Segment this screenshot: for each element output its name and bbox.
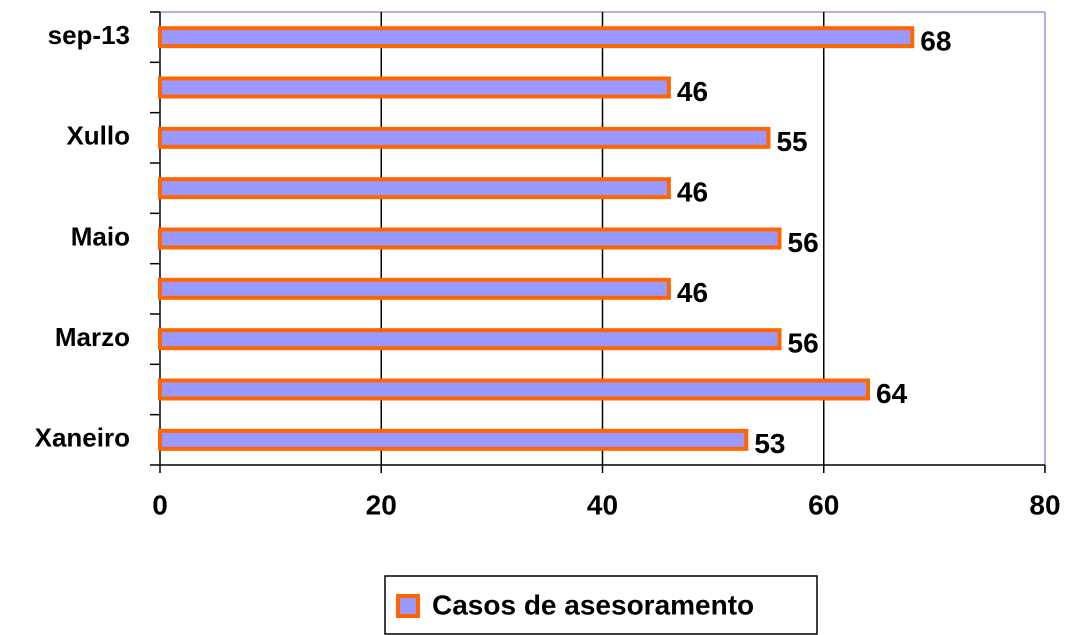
bar bbox=[158, 177, 671, 200]
y-tick-label: Xullo bbox=[66, 121, 130, 151]
y-tick-label: sep-13 bbox=[48, 20, 130, 50]
value-label: 55 bbox=[776, 126, 807, 157]
value-label: 46 bbox=[677, 177, 708, 208]
bar bbox=[158, 76, 671, 99]
bar bbox=[158, 227, 782, 250]
value-label: 68 bbox=[920, 26, 951, 57]
value-label: 56 bbox=[788, 328, 819, 359]
y-tick-label: Marzo bbox=[55, 322, 130, 352]
bar bbox=[158, 428, 749, 451]
x-tick-label: 0 bbox=[152, 489, 168, 520]
value-label: 53 bbox=[754, 428, 785, 459]
value-label: 56 bbox=[788, 227, 819, 258]
bar bbox=[158, 328, 782, 351]
y-tick-label: Maio bbox=[71, 221, 130, 251]
bar bbox=[158, 126, 771, 149]
bar bbox=[158, 378, 870, 401]
x-tick-label: 60 bbox=[808, 489, 839, 520]
x-tick-label: 40 bbox=[587, 489, 618, 520]
bar bbox=[158, 26, 915, 49]
bar bbox=[158, 277, 671, 300]
y-tick-label: Xaneiro bbox=[35, 423, 130, 453]
x-tick-label: 20 bbox=[366, 489, 397, 520]
legend-label: Casos de asesoramento bbox=[432, 589, 754, 620]
value-label: 46 bbox=[677, 277, 708, 308]
legend-box bbox=[384, 575, 818, 635]
legend-swatch bbox=[396, 594, 420, 618]
x-tick-label: 80 bbox=[1029, 489, 1060, 520]
value-label: 46 bbox=[677, 76, 708, 107]
value-label: 64 bbox=[876, 378, 908, 409]
